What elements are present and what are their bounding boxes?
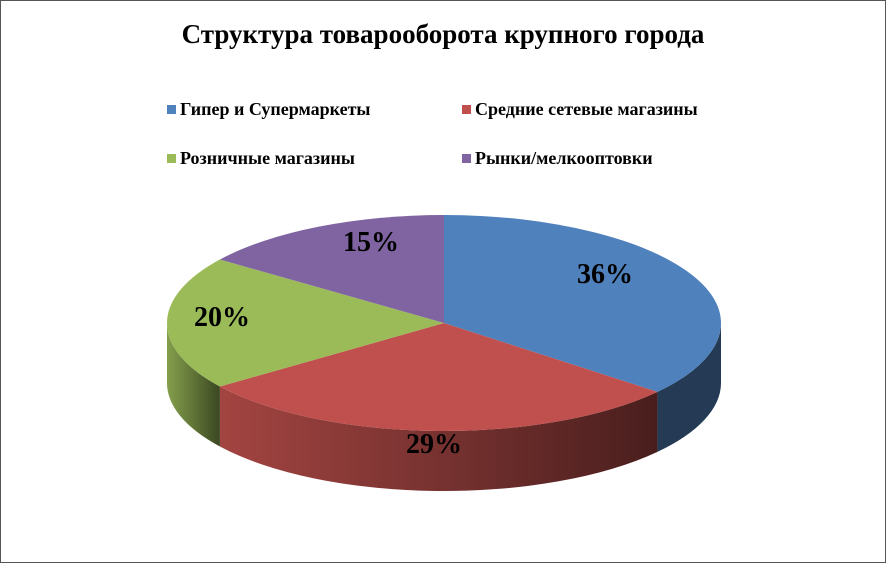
legend-item-mid-chains: Средние сетевые магазины — [462, 99, 698, 120]
legend-swatch-blue — [167, 105, 176, 114]
legend-swatch-red — [462, 105, 471, 114]
legend-label: Гипер и Супермаркеты — [180, 99, 371, 119]
slice-retail-side — [167, 323, 220, 447]
data-label-slice-markets: 15% — [343, 227, 399, 258]
legend-item-markets: Рынки/мелкооптовки — [462, 148, 653, 169]
slice-hyper — [444, 215, 721, 392]
data-label-slice-mid-chains: 29% — [406, 429, 462, 460]
pie-sides — [167, 323, 721, 491]
slice-hyper-side — [657, 323, 721, 452]
slice-mid-chains — [219, 323, 658, 431]
pie-labels: 36% 29% 20% 15% — [194, 227, 633, 460]
slice-markets — [219, 215, 444, 323]
slice-retail — [167, 259, 444, 387]
legend-swatch-purple — [462, 154, 471, 163]
data-label-slice-retail: 20% — [194, 302, 250, 333]
pie-tops — [167, 215, 721, 431]
legend-swatch-green — [167, 154, 176, 163]
chart-title: Структура товарооборота крупного города — [181, 19, 705, 49]
legend-item-hyper: Гипер и Супермаркеты — [167, 99, 371, 120]
legend-label: Средние сетевые магазины — [475, 99, 698, 119]
data-label-slice-hyper: 36% — [577, 259, 633, 290]
slice-mid-chains-side — [219, 386, 658, 491]
legend-item-retail: Розничные магазины — [167, 148, 355, 169]
legend-label: Рынки/мелкооптовки — [475, 148, 653, 168]
legend-label: Розничные магазины — [180, 148, 355, 168]
